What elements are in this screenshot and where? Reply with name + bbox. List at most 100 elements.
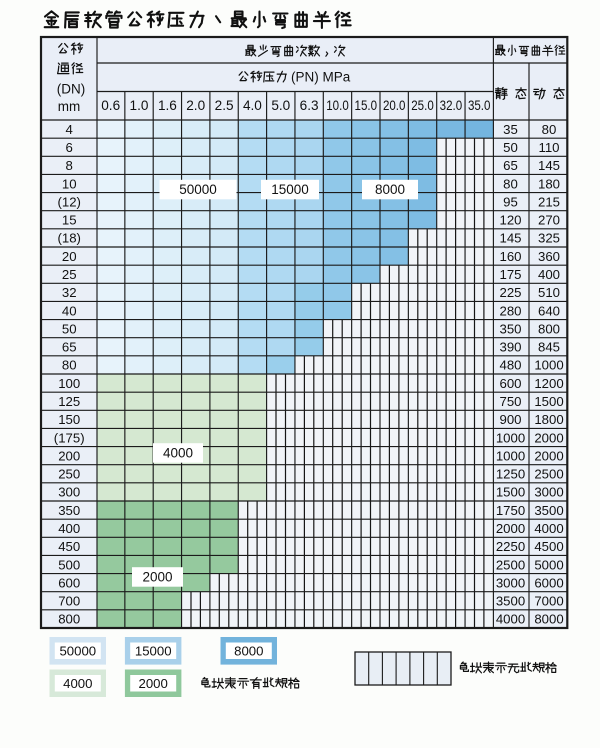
svg-text:4000: 4000 [496, 612, 525, 627]
svg-text:800: 800 [58, 612, 80, 627]
svg-text:700: 700 [58, 594, 80, 609]
svg-text:65: 65 [62, 340, 77, 355]
svg-text:900: 900 [499, 412, 521, 427]
svg-text:225: 225 [499, 285, 521, 300]
svg-text:8: 8 [66, 158, 73, 173]
svg-text:65: 65 [503, 158, 518, 173]
svg-text:1.6: 1.6 [158, 98, 177, 113]
svg-text:15000: 15000 [135, 644, 172, 659]
svg-text:8000: 8000 [534, 612, 563, 627]
svg-text:845: 845 [538, 340, 560, 355]
svg-text:95: 95 [503, 194, 518, 209]
svg-text:15.0: 15.0 [355, 98, 378, 113]
svg-text:0.6: 0.6 [101, 98, 120, 113]
svg-text:280: 280 [499, 303, 521, 318]
svg-text:270: 270 [538, 213, 560, 228]
svg-text:640: 640 [538, 303, 560, 318]
svg-text:3000: 3000 [534, 485, 563, 500]
svg-text:50000: 50000 [59, 644, 96, 659]
svg-text:2250: 2250 [496, 539, 525, 554]
svg-text:175: 175 [499, 267, 521, 282]
svg-text:32: 32 [62, 285, 77, 300]
svg-text:1750: 1750 [496, 503, 525, 518]
svg-text:2000: 2000 [496, 521, 525, 536]
svg-text:15: 15 [62, 213, 77, 228]
svg-text:8000: 8000 [234, 644, 263, 659]
svg-text:160: 160 [499, 249, 521, 264]
svg-text:180: 180 [538, 176, 560, 191]
svg-text:5000: 5000 [534, 557, 563, 572]
svg-text:2.0: 2.0 [186, 98, 205, 113]
svg-text:200: 200 [58, 448, 80, 463]
svg-text:1000: 1000 [496, 430, 525, 445]
svg-text:1250: 1250 [496, 467, 525, 482]
svg-text:600: 600 [499, 376, 521, 391]
svg-text:360: 360 [538, 249, 560, 264]
svg-text:mm: mm [58, 99, 81, 114]
svg-text:1.0: 1.0 [130, 98, 149, 113]
svg-text:6: 6 [66, 140, 73, 155]
svg-text:10.0: 10.0 [326, 98, 349, 113]
svg-text:(PN) MPa: (PN) MPa [291, 70, 351, 85]
svg-text:4000: 4000 [163, 446, 193, 461]
svg-text:80: 80 [503, 176, 518, 191]
svg-text:2000: 2000 [534, 448, 563, 463]
svg-text:750: 750 [499, 394, 521, 409]
svg-text:400: 400 [538, 267, 560, 282]
svg-text:350: 350 [58, 503, 80, 518]
svg-text:32.0: 32.0 [440, 98, 463, 113]
svg-text:50: 50 [62, 321, 77, 336]
svg-text:4000: 4000 [63, 676, 92, 691]
svg-text:80: 80 [542, 122, 557, 137]
svg-text:50: 50 [503, 140, 518, 155]
svg-text:(12): (12) [57, 194, 80, 209]
svg-text:6.3: 6.3 [300, 98, 319, 113]
svg-text:25: 25 [62, 267, 77, 282]
svg-text:1000: 1000 [496, 448, 525, 463]
svg-text:4500: 4500 [534, 539, 563, 554]
svg-text:450: 450 [58, 539, 80, 554]
svg-text:25.0: 25.0 [411, 98, 434, 113]
svg-text:2000: 2000 [139, 676, 168, 691]
svg-text:1500: 1500 [496, 485, 525, 500]
svg-text:80: 80 [62, 358, 77, 373]
svg-text:100: 100 [58, 376, 80, 391]
svg-text:20: 20 [62, 249, 77, 264]
svg-text:120: 120 [499, 213, 521, 228]
svg-text:1000: 1000 [534, 358, 563, 373]
svg-text:300: 300 [58, 485, 80, 500]
svg-text:7000: 7000 [534, 594, 563, 609]
svg-text:15000: 15000 [271, 182, 309, 197]
svg-text:110: 110 [538, 140, 559, 155]
svg-text:500: 500 [58, 557, 80, 572]
svg-text:125: 125 [58, 394, 80, 409]
svg-text:250: 250 [58, 467, 80, 482]
svg-text:3000: 3000 [496, 575, 525, 590]
svg-text:215: 215 [538, 194, 560, 209]
svg-text:4: 4 [66, 122, 73, 137]
svg-text:5.0: 5.0 [271, 98, 290, 113]
svg-text:(18): (18) [57, 231, 80, 246]
svg-text:2000: 2000 [142, 570, 172, 585]
svg-text:600: 600 [58, 575, 80, 590]
svg-text:10: 10 [62, 176, 77, 191]
svg-text:1500: 1500 [534, 394, 563, 409]
svg-text:(DN): (DN) [57, 82, 86, 97]
svg-text:145: 145 [499, 231, 521, 246]
svg-text:150: 150 [58, 412, 80, 427]
svg-text:1200: 1200 [534, 376, 563, 391]
svg-text:20.0: 20.0 [383, 98, 406, 113]
svg-text:1800: 1800 [534, 412, 563, 427]
svg-text:480: 480 [499, 358, 521, 373]
svg-text:35: 35 [503, 122, 518, 137]
svg-text:50000: 50000 [179, 182, 217, 197]
svg-text:3500: 3500 [534, 503, 563, 518]
svg-text:390: 390 [499, 340, 521, 355]
svg-text:4000: 4000 [534, 521, 563, 536]
svg-text:325: 325 [538, 231, 560, 246]
svg-text:2000: 2000 [534, 430, 563, 445]
svg-text:35.0: 35.0 [468, 98, 491, 113]
svg-text:400: 400 [58, 521, 80, 536]
svg-text:2500: 2500 [534, 467, 563, 482]
svg-text:2.5: 2.5 [215, 98, 234, 113]
